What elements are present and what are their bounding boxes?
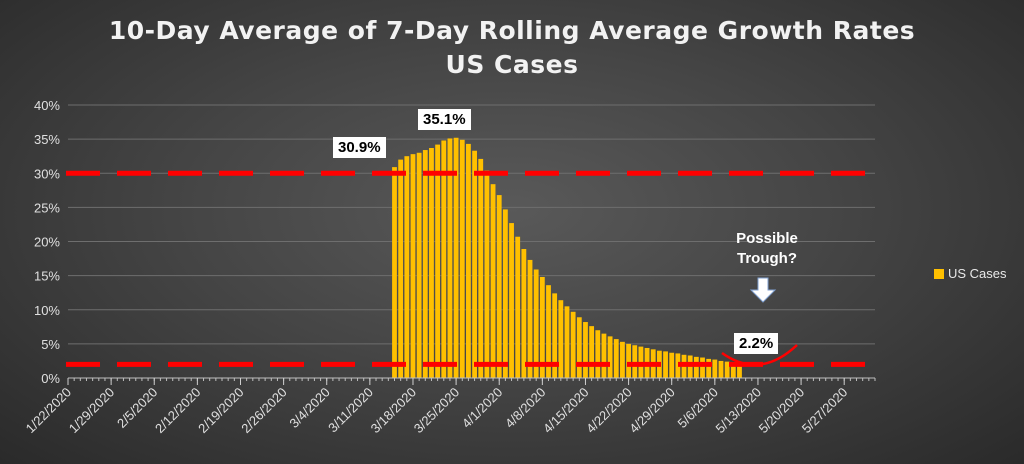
x-tick-label: 4/1/2020 <box>459 385 505 431</box>
y-tick-label: 25% <box>34 200 60 215</box>
y-tick-label: 0% <box>41 371 60 386</box>
chart-title: 10-Day Average of 7-Day Rolling Average … <box>108 16 916 45</box>
x-tick-label: 5/13/2020 <box>713 385 765 437</box>
bar <box>447 138 453 378</box>
bar <box>663 351 668 378</box>
bar <box>564 306 570 378</box>
possible-trough-label: Possible Trough? <box>736 230 798 267</box>
down-arrow-icon <box>749 277 777 303</box>
y-tick-label: 30% <box>34 166 60 181</box>
bar <box>552 293 558 378</box>
y-tick-label: 40% <box>34 98 60 113</box>
bar <box>496 195 502 378</box>
x-tick-label: 3/18/2020 <box>368 385 420 437</box>
bar <box>459 139 465 378</box>
bar <box>718 360 724 378</box>
reference-lines <box>66 170 875 367</box>
bar <box>626 343 631 378</box>
bar <box>693 356 699 378</box>
bar <box>435 144 441 378</box>
bar <box>613 339 619 378</box>
bar <box>392 167 397 378</box>
x-tick-label: 3/11/2020 <box>325 385 376 436</box>
bar <box>521 249 527 378</box>
bar <box>595 330 601 378</box>
bar <box>484 170 490 378</box>
bar <box>583 322 588 378</box>
x-axis <box>67 377 876 381</box>
annotation-shapes <box>721 277 798 366</box>
bar <box>620 341 625 378</box>
bar <box>737 362 742 378</box>
bar <box>712 359 718 378</box>
callout-30-9: 30.9% <box>333 137 386 158</box>
bar <box>466 143 471 378</box>
callout-35-1: 35.1% <box>418 109 471 130</box>
y-tick-label: 35% <box>34 132 60 147</box>
bar <box>700 357 705 378</box>
y-tick-label: 15% <box>34 269 60 284</box>
bar <box>558 300 564 378</box>
x-tick-label: 2/12/2020 <box>152 385 204 437</box>
legend: US Cases <box>934 266 1007 281</box>
bar <box>478 158 484 378</box>
bar <box>453 137 459 378</box>
bar <box>429 147 434 378</box>
x-tick-label: 4/22/2020 <box>583 385 635 437</box>
x-tick-label: 1/29/2020 <box>66 385 118 437</box>
trough-curve <box>721 344 798 366</box>
bar <box>502 209 508 378</box>
bar <box>515 236 521 378</box>
legend-label-us-cases: US Cases <box>948 266 1007 281</box>
x-axis-tick-labels: 1/22/20201/29/20202/5/20202/12/20202/19/… <box>23 378 851 437</box>
x-tick-label: 5/20/2020 <box>756 385 808 437</box>
bar <box>632 345 638 378</box>
bar <box>706 358 712 378</box>
x-tick-label: 1/22/2020 <box>23 385 75 437</box>
bar <box>601 333 607 378</box>
bar <box>441 140 447 378</box>
x-tick-label: 4/29/2020 <box>626 385 678 437</box>
bar <box>539 276 545 378</box>
y-tick-label: 10% <box>34 303 60 318</box>
bar <box>490 184 496 378</box>
bar <box>509 223 514 378</box>
bar <box>422 150 428 378</box>
gridlines <box>68 104 875 345</box>
bar <box>724 361 730 378</box>
x-tick-label: 3/25/2020 <box>411 385 463 437</box>
bar <box>607 336 613 378</box>
bar <box>410 154 416 378</box>
y-tick-label: 5% <box>41 337 60 352</box>
y-axis-tick-labels: 0% 5% 10% 15% 20% 25% 30% 35% 40% <box>34 98 60 386</box>
x-tick-label: 2/26/2020 <box>238 385 290 437</box>
bar <box>404 156 410 378</box>
x-tick-label: 5/27/2020 <box>799 385 851 437</box>
bar <box>730 362 736 378</box>
bar <box>527 259 533 378</box>
bar-series-us-cases <box>392 137 742 378</box>
bar <box>416 152 422 378</box>
x-tick-label: 2/19/2020 <box>195 385 247 437</box>
x-tick-label: 4/15/2020 <box>540 385 592 437</box>
bar <box>669 352 675 378</box>
bar <box>546 285 551 378</box>
y-tick-label: 20% <box>34 235 60 250</box>
bar <box>675 353 681 378</box>
bar <box>589 326 595 378</box>
bar <box>472 150 477 378</box>
callout-2-2: 2.2% <box>734 333 779 354</box>
bar <box>576 317 582 378</box>
chart-subtitle: US Cases <box>445 50 579 79</box>
legend-swatch-us-cases <box>934 268 944 279</box>
bar <box>533 269 539 378</box>
bar <box>570 311 576 378</box>
bar <box>398 159 404 378</box>
